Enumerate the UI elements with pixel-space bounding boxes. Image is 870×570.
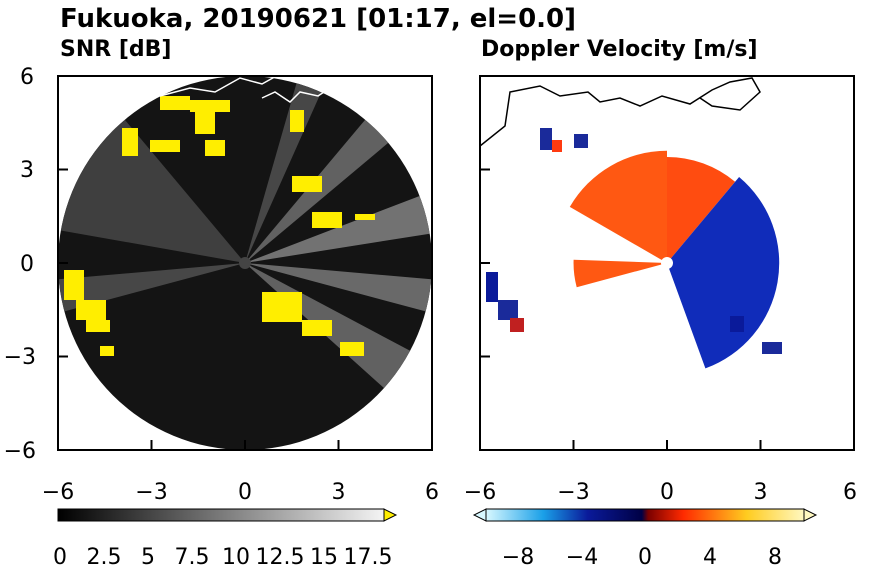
doppler-echo-cluster bbox=[762, 342, 782, 354]
doppler-xtick-label: 6 bbox=[843, 480, 857, 505]
snr-colorbar-labels: 0 2.5 5 7.5 10 12.5 15 17.5 bbox=[53, 545, 392, 570]
snr-ytick-labels: 6 3 0 −3 −6 bbox=[4, 65, 36, 464]
doppler-colorbar: −8 −4 0 4 8 bbox=[472, 508, 818, 570]
doppler-echo-cluster bbox=[540, 128, 552, 150]
snr-xtick-label: −3 bbox=[135, 480, 167, 505]
snr-echo-cluster bbox=[290, 110, 304, 132]
snr-colorbar-label: 5 bbox=[141, 545, 155, 570]
doppler-echo-cluster bbox=[730, 316, 744, 332]
doppler-echo-cluster bbox=[574, 134, 588, 148]
doppler-axis-ticks bbox=[479, 168, 855, 450]
snr-xtick-label: 0 bbox=[238, 480, 252, 505]
snr-echo-cluster bbox=[150, 140, 180, 152]
snr-ytick-label: 3 bbox=[20, 158, 34, 183]
snr-echo-cluster bbox=[205, 140, 225, 156]
snr-echo-cluster bbox=[76, 300, 106, 320]
doppler-colorbar-label: 4 bbox=[703, 545, 717, 570]
snr-colorbar-label: 12.5 bbox=[256, 545, 305, 570]
snr-colorbar-label: 7.5 bbox=[175, 545, 210, 570]
doppler-xtick-label: −3 bbox=[557, 480, 589, 505]
doppler-colorbar-label: −4 bbox=[566, 545, 598, 570]
snr-echo-cluster bbox=[195, 112, 215, 134]
snr-echo-cluster bbox=[302, 320, 332, 336]
snr-colorbar-label: 17.5 bbox=[344, 545, 393, 570]
snr-colorbar-label: 15 bbox=[310, 545, 338, 570]
snr-xtick-label: 6 bbox=[425, 480, 439, 505]
doppler-panel: Doppler Velocity [m/s] bbox=[464, 37, 857, 570]
snr-ytick-label: −6 bbox=[4, 439, 36, 464]
doppler-velocity-sector bbox=[667, 177, 780, 369]
snr-colorbar-label: 2.5 bbox=[87, 545, 122, 570]
doppler-colorbar-label: −8 bbox=[502, 545, 534, 570]
doppler-xtick-label: 3 bbox=[754, 480, 768, 505]
snr-echo-cluster bbox=[312, 212, 342, 228]
snr-echo-cluster bbox=[355, 214, 375, 220]
snr-echo-cluster bbox=[190, 100, 230, 112]
snr-xtick-labels: −6 −3 0 3 6 bbox=[42, 480, 439, 505]
snr-colorbar-ramp bbox=[57, 508, 385, 522]
coastline bbox=[159, 76, 332, 103]
doppler-plot-area bbox=[480, 76, 854, 450]
doppler-radar-site bbox=[661, 257, 673, 269]
doppler-echo-cluster bbox=[552, 140, 562, 152]
doppler-xtick-labels: −6 −3 0 3 6 bbox=[464, 480, 857, 505]
doppler-velocity-sector bbox=[569, 150, 667, 263]
snr-echo-cluster bbox=[122, 128, 138, 156]
snr-colorbar-over-arrow bbox=[383, 508, 398, 522]
figure-title: Fukuoka, 20190621 [01:17, el=0.0] bbox=[60, 4, 576, 34]
doppler-echo-cluster bbox=[510, 318, 524, 332]
snr-echo-ray bbox=[60, 119, 245, 263]
coastline bbox=[480, 77, 761, 147]
snr-colorbar: 0 2.5 5 7.5 10 12.5 15 17.5 bbox=[53, 508, 398, 570]
snr-echo-ray bbox=[58, 263, 246, 312]
snr-echo-cluster bbox=[86, 320, 110, 332]
doppler-echo-cluster bbox=[486, 272, 498, 302]
doppler-colorbar-label: 0 bbox=[638, 545, 652, 570]
doppler-colorbar-over-arrow bbox=[803, 508, 818, 522]
snr-echo-cluster bbox=[64, 270, 84, 300]
doppler-velocity-sector bbox=[573, 259, 667, 288]
doppler-colorbar-label: 8 bbox=[768, 545, 782, 570]
doppler-velocity-sector bbox=[667, 157, 736, 263]
snr-echo-cluster bbox=[340, 342, 364, 356]
doppler-xtick-label: 0 bbox=[660, 480, 674, 505]
snr-colorbar-label: 10 bbox=[222, 545, 250, 570]
snr-echo-ray bbox=[245, 263, 432, 312]
doppler-xtick-label: −6 bbox=[464, 480, 496, 505]
doppler-colorbar-labels: −8 −4 0 4 8 bbox=[502, 545, 782, 570]
doppler-sectors bbox=[569, 150, 780, 369]
snr-ytick-label: 6 bbox=[20, 65, 34, 90]
doppler-edge-echoes bbox=[486, 128, 782, 354]
snr-echo-ray bbox=[245, 196, 430, 263]
doppler-echo-cluster bbox=[498, 300, 518, 320]
snr-xtick-label: −6 bbox=[42, 480, 74, 505]
snr-strong-echoes bbox=[64, 96, 375, 356]
snr-colorbar-label: 0 bbox=[53, 545, 67, 570]
snr-xtick-label: 3 bbox=[332, 480, 346, 505]
snr-echo-cluster bbox=[292, 176, 322, 192]
snr-panel-title: SNR [dB] bbox=[60, 37, 171, 62]
doppler-colorbar-ramp bbox=[485, 508, 805, 522]
snr-echo-cluster bbox=[100, 346, 114, 356]
snr-echo-cluster bbox=[160, 96, 190, 110]
snr-panel: SNR [dB] bbox=[4, 37, 439, 570]
snr-echo-cluster bbox=[262, 292, 302, 322]
snr-ytick-label: 0 bbox=[20, 252, 34, 277]
doppler-colorbar-under-arrow bbox=[472, 508, 487, 522]
snr-axis-ticks bbox=[57, 75, 433, 451]
doppler-panel-title: Doppler Velocity [m/s] bbox=[481, 37, 758, 62]
snr-plot-area bbox=[58, 76, 432, 450]
snr-ytick-label: −3 bbox=[4, 345, 36, 370]
snr-radar-site bbox=[239, 257, 251, 269]
